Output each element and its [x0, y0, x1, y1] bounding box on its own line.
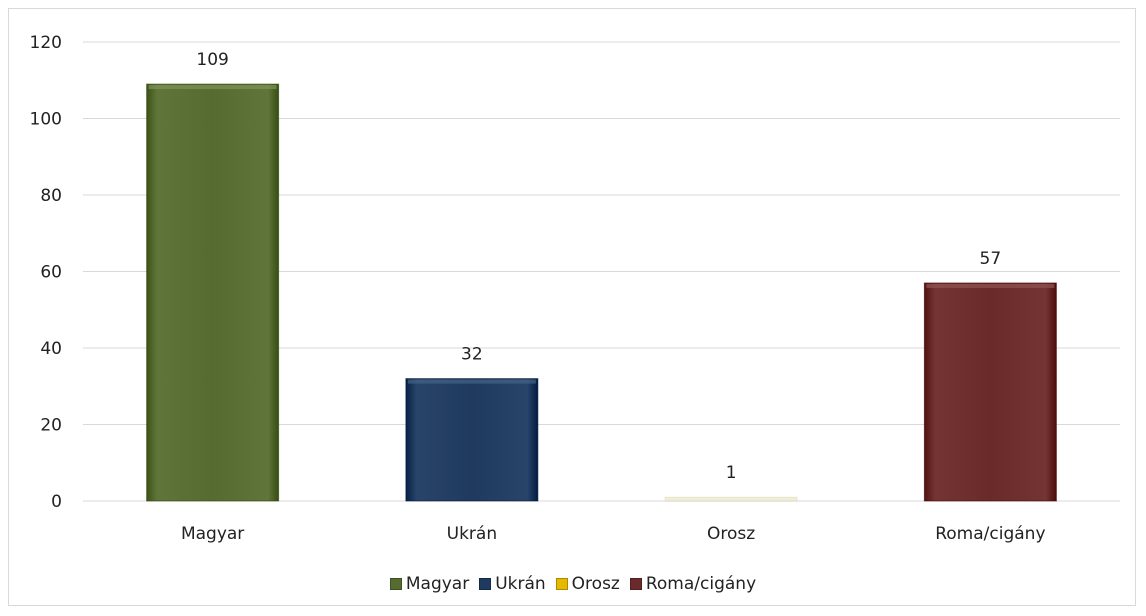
y-tick-label: 80 — [40, 186, 62, 206]
data-label: 109 — [196, 50, 228, 70]
bar-roma-cig-ny — [923, 282, 1057, 502]
legend-label: Magyar — [405, 574, 470, 594]
bar-ukr-n — [405, 378, 539, 502]
x-category-label: Orosz — [707, 524, 755, 544]
legend-item: Orosz — [555, 574, 620, 594]
legend-label: Orosz — [571, 574, 620, 594]
x-category-label: Roma/cigány — [935, 524, 1045, 544]
data-label: 32 — [461, 345, 483, 365]
data-labels: 109 32 1 57 — [196, 50, 1001, 483]
legend-swatch — [629, 578, 642, 590]
y-tick-label: 100 — [30, 110, 62, 130]
legend-swatch — [389, 578, 402, 590]
legend-label: Roma/cigány — [645, 574, 757, 594]
legend-swatch — [479, 578, 492, 590]
legend-swatch — [555, 578, 568, 590]
legend-label: Ukrán — [495, 574, 546, 594]
bar-magyar — [146, 83, 280, 502]
bar-orosz — [664, 496, 798, 502]
y-tick-label: 20 — [40, 416, 62, 436]
y-tick-label: 40 — [40, 339, 62, 359]
bar-bevel — [148, 85, 277, 90]
x-category-label: Ukrán — [447, 524, 497, 544]
x-category-label: Magyar — [181, 524, 244, 544]
legend-item: Ukrán — [479, 574, 546, 594]
legend-item: Magyar — [389, 574, 470, 594]
legend: Magyar Ukrán Orosz Roma/cigány — [0, 571, 1146, 597]
bar-bevel — [926, 283, 1055, 288]
data-label: 1 — [726, 463, 737, 483]
y-tick-label: 60 — [40, 263, 62, 283]
y-axis-ticks: 0 20 40 60 80 100 120 — [30, 33, 62, 512]
legend-item: Roma/cigány — [629, 574, 757, 594]
data-label: 57 — [980, 249, 1002, 269]
bars — [146, 83, 1057, 502]
y-tick-label: 0 — [51, 492, 62, 512]
y-tick-label: 120 — [30, 33, 62, 53]
bar-bevel — [407, 379, 536, 384]
x-axis-categories: Magyar Ukrán Orosz Roma/cigány — [181, 524, 1046, 544]
